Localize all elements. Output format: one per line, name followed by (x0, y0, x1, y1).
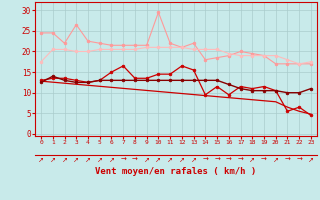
X-axis label: Vent moyen/en rafales ( km/h ): Vent moyen/en rafales ( km/h ) (95, 167, 257, 176)
